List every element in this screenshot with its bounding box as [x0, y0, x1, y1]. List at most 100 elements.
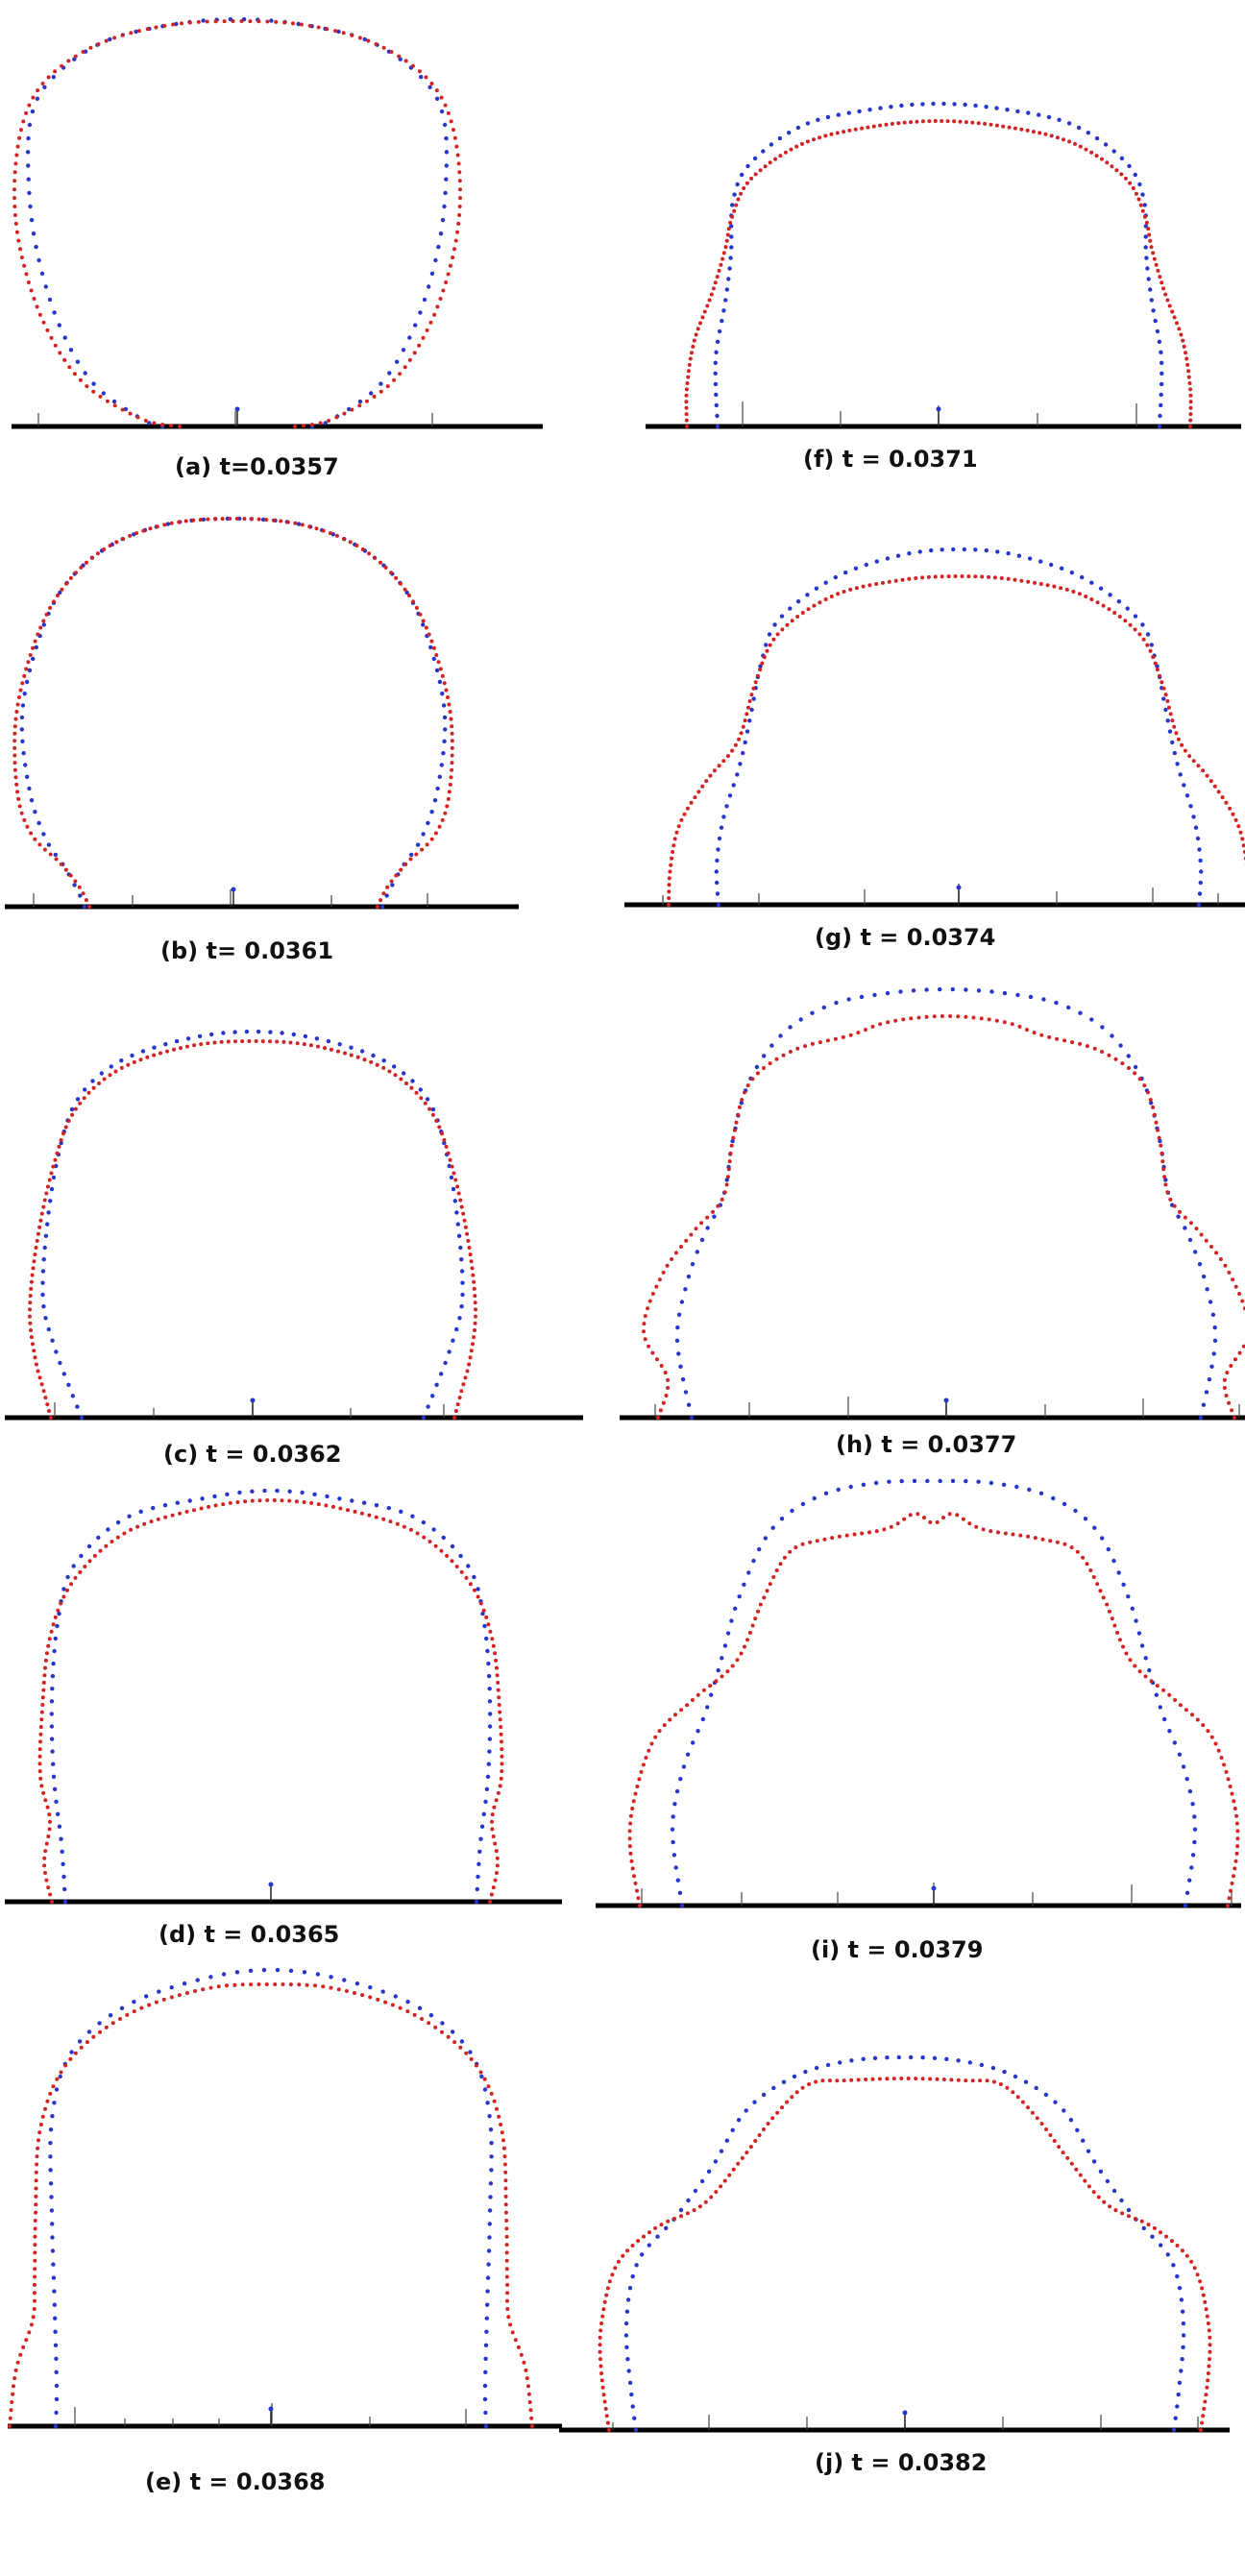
red-marker-dot: [420, 847, 425, 852]
blue-marker-dot: [1193, 825, 1199, 830]
blue-marker-dot: [630, 2404, 635, 2409]
red-marker-dot: [1061, 2151, 1065, 2155]
blue-marker-dot: [950, 986, 955, 992]
red-marker-dot: [346, 1508, 350, 1513]
blue-marker-dot: [1027, 556, 1033, 561]
red-marker-dot: [407, 594, 411, 597]
red-marker-dot: [503, 2170, 508, 2175]
red-marker-dot: [323, 1046, 327, 1051]
blue-marker-dot: [436, 244, 441, 250]
red-marker-dot: [1049, 134, 1054, 138]
red-marker-dot: [374, 42, 378, 46]
red-marker-dot: [462, 1218, 467, 1223]
blue-marker-dot: [25, 150, 31, 155]
blue-marker-dot: [29, 798, 35, 803]
blue-marker-dot: [825, 2062, 831, 2068]
red-marker-dot: [1001, 124, 1006, 129]
blue-marker-dot: [27, 786, 32, 791]
red-marker-dot: [43, 2106, 47, 2111]
red-marker-dot: [40, 1695, 45, 1700]
red-marker-dot: [1055, 135, 1060, 140]
red-marker-dot: [442, 1138, 447, 1142]
red-marker-dot: [1188, 418, 1193, 423]
blue-marker-dot: [695, 1250, 699, 1254]
red-marker-dot: [861, 584, 866, 589]
blue-marker-dot: [429, 271, 435, 276]
red-marker-dot: [749, 176, 754, 181]
red-marker-dot: [474, 1314, 477, 1319]
blue-marker-dot: [724, 287, 729, 292]
red-marker-dot: [1143, 1674, 1148, 1679]
red-marker-dot: [822, 1537, 827, 1542]
red-marker-dot: [357, 403, 362, 408]
blue-marker-dot: [51, 75, 56, 80]
red-marker-dot: [1222, 1377, 1227, 1382]
red-marker-dot: [1157, 1135, 1161, 1140]
blue-marker-dot: [52, 1648, 57, 1654]
red-marker-dot: [1188, 1221, 1193, 1226]
red-marker-dot: [21, 119, 26, 124]
red-marker-dot: [434, 1119, 439, 1123]
blue-marker-dot: [861, 2056, 866, 2061]
red-marker-dot: [147, 2003, 152, 2007]
red-marker-dot: [1020, 2100, 1025, 2104]
red-marker-dot: [112, 403, 117, 408]
red-marker-dot: [1170, 718, 1175, 723]
red-marker-dot: [1147, 232, 1152, 237]
red-marker-dot: [1101, 603, 1106, 608]
red-marker-dot: [1100, 1050, 1105, 1054]
blue-marker-dot: [51, 2275, 57, 2280]
red-marker-dot: [22, 817, 27, 822]
red-marker-dot: [966, 574, 971, 579]
red-marker-dot: [390, 2003, 395, 2007]
blue-marker-dot: [984, 547, 989, 553]
red-marker-dot: [1233, 1807, 1237, 1810]
blue-marker-dot: [1141, 2225, 1147, 2231]
red-marker-dot: [605, 2420, 610, 2425]
blue-marker-dot: [899, 103, 904, 109]
red-marker-dot: [1204, 2393, 1208, 2397]
blue-marker-dot: [640, 2252, 645, 2257]
red-marker-dot: [842, 2078, 846, 2083]
red-marker-dot: [599, 2321, 604, 2325]
blue-marker-dot: [256, 1029, 261, 1034]
panel-g: [624, 547, 1245, 908]
red-marker-dot: [684, 412, 689, 417]
red-marker-dot: [39, 1382, 44, 1387]
caption-e: (e) t = 0.0368: [145, 2468, 326, 2495]
red-marker-dot: [42, 1198, 47, 1203]
blue-marker-dot: [771, 2085, 776, 2091]
red-marker-dot: [808, 1540, 813, 1544]
red-marker-dot: [61, 1594, 66, 1599]
red-marker-dot: [1069, 1545, 1074, 1550]
red-marker-dot: [685, 1703, 690, 1708]
blue-marker-dot: [745, 163, 750, 169]
red-marker-dot: [13, 717, 18, 721]
red-marker-dot: [449, 119, 453, 124]
red-marker-dot: [42, 1673, 47, 1678]
red-marker-dot: [300, 522, 305, 527]
red-marker-dot: [516, 2345, 521, 2349]
red-marker-dot: [1137, 1077, 1142, 1081]
red-marker-dot: [1146, 1090, 1150, 1095]
blue-marker-dot: [1179, 2297, 1184, 2302]
red-marker-dot: [697, 2204, 702, 2209]
red-marker-dot: [410, 63, 415, 68]
red-marker-dot: [773, 157, 777, 161]
blue-marker-dot: [910, 102, 915, 108]
panel-c: [5, 1029, 583, 1421]
red-marker-dot: [67, 365, 72, 370]
red-marker-dot: [1005, 2085, 1010, 2090]
blue-marker-dot: [479, 2074, 484, 2079]
red-marker-dot: [1224, 1769, 1229, 1774]
blue-marker-dot: [24, 679, 30, 685]
blue-marker-dot: [374, 1503, 379, 1508]
blue-marker-dot: [1134, 1618, 1138, 1623]
blue-marker-dot: [676, 1312, 682, 1318]
red-marker-dot: [673, 1713, 677, 1717]
blue-marker-dot: [49, 1186, 55, 1192]
blue-marker-dot: [50, 1338, 55, 1343]
red-marker-dot: [1096, 2195, 1101, 2199]
blue-marker-dot: [62, 1886, 67, 1892]
blue-marker-dot: [1180, 2309, 1185, 2314]
